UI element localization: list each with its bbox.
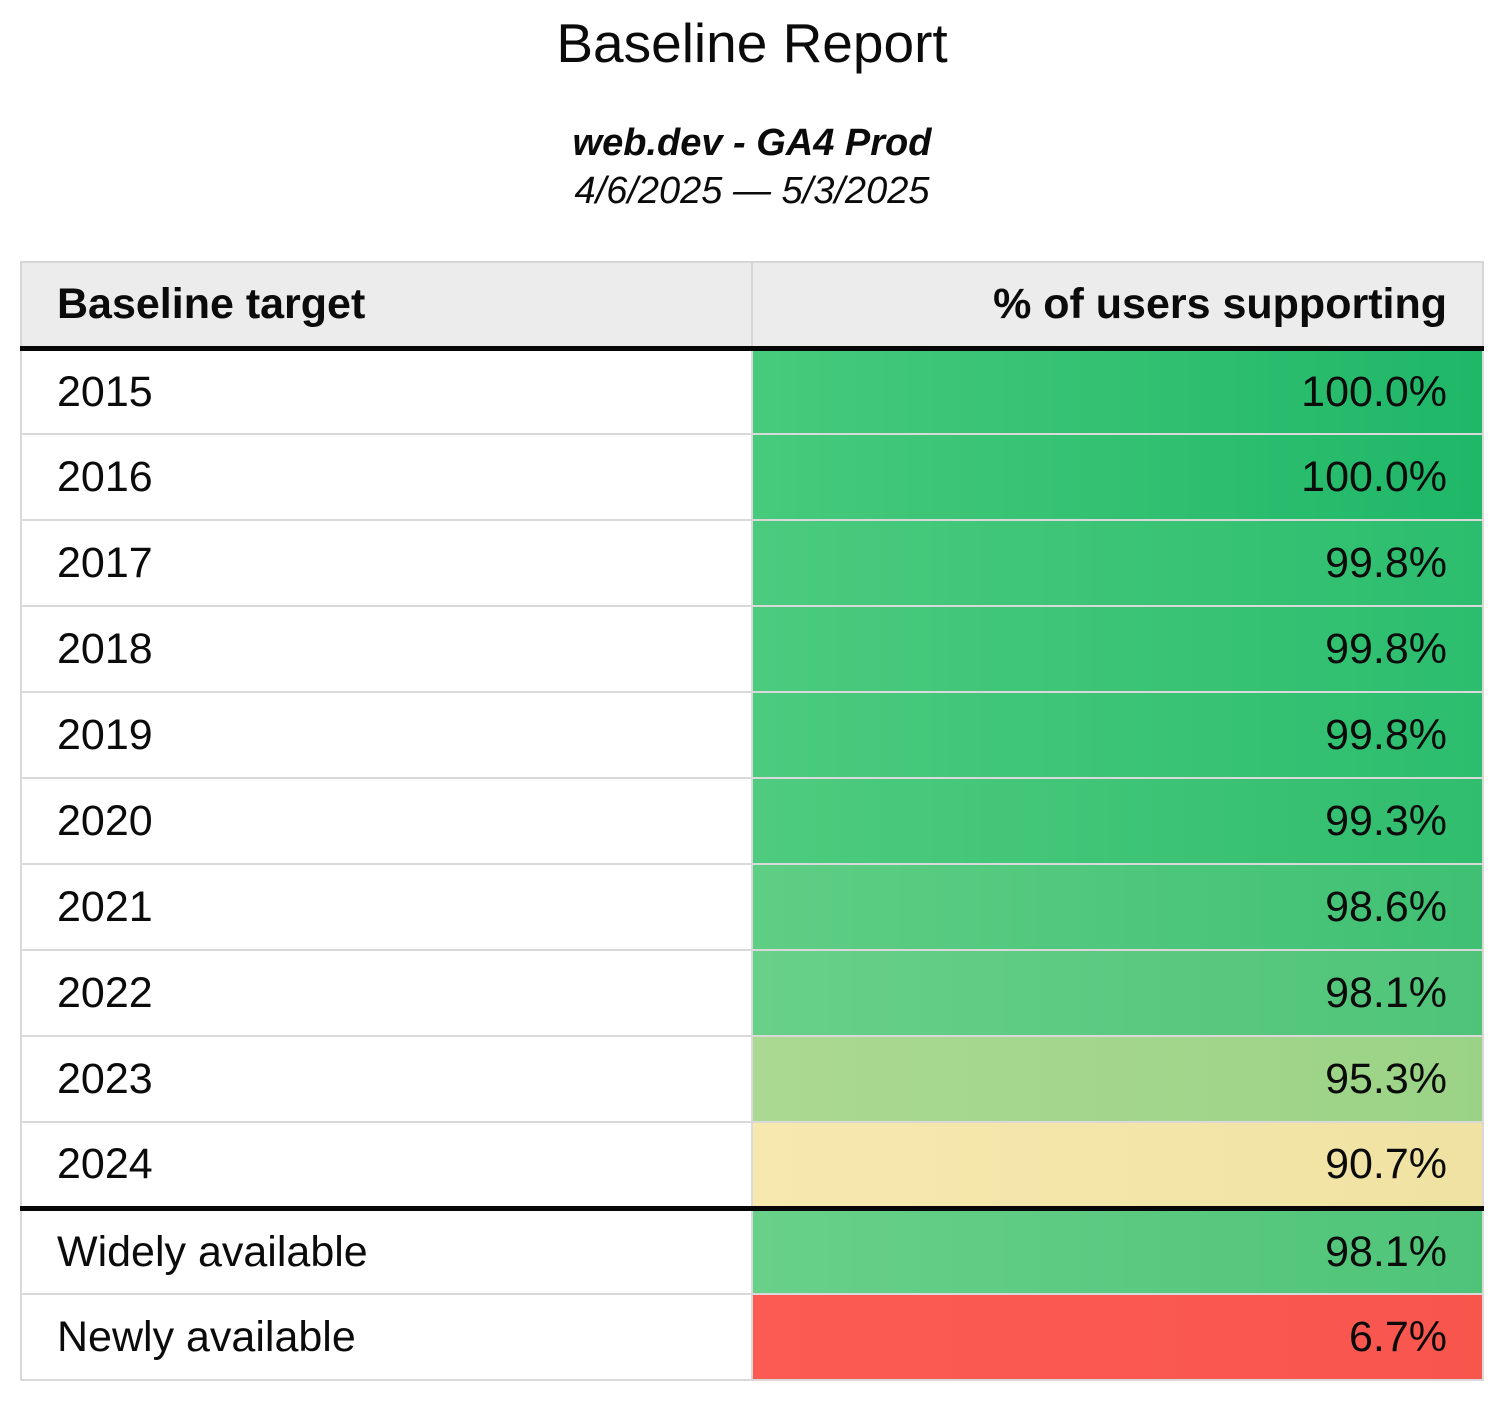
table-row-2019: 2019 99.8% (20, 691, 1484, 780)
row-value-cell: 95.3% (751, 1035, 1484, 1124)
row-value-cell: 90.7% (751, 1121, 1484, 1210)
table-row-widely-available: Widely available 98.1% (20, 1205, 1484, 1296)
table-row-2017: 2017 99.8% (20, 519, 1484, 608)
table-row-2024: 2024 90.7% (20, 1121, 1484, 1210)
table-body: 2015 100.0% 2016 100.0% 2017 99.8% 2018 … (20, 347, 1484, 1382)
table-row-newly-available: Newly available 6.7% (20, 1293, 1484, 1382)
table-row-2023: 2023 95.3% (20, 1035, 1484, 1124)
row-label: 2017 (20, 519, 753, 608)
row-value-cell: 99.8% (751, 605, 1484, 694)
row-value-cell: 100.0% (751, 433, 1484, 522)
report-date-range: 4/6/2025 — 5/3/2025 (574, 169, 930, 212)
row-value-cell: 98.6% (751, 863, 1484, 952)
row-value-cell: 98.1% (751, 949, 1484, 1038)
row-label: Widely available (20, 1205, 753, 1296)
table-row-2016: 2016 100.0% (20, 433, 1484, 522)
row-label: 2015 (20, 347, 753, 436)
baseline-table: Baseline target % of users supporting 20… (20, 261, 1484, 1382)
row-label: 2024 (20, 1121, 753, 1210)
table-header: Baseline target % of users supporting (20, 261, 1484, 351)
row-value-cell: 99.8% (751, 519, 1484, 608)
row-value-cell: 6.7% (751, 1293, 1484, 1382)
row-label: 2021 (20, 863, 753, 952)
table-header-row: Baseline target % of users supporting (20, 261, 1484, 351)
table-row-2022: 2022 98.1% (20, 949, 1484, 1038)
column-header-percent-users: % of users supporting (751, 261, 1484, 351)
row-label: 2016 (20, 433, 753, 522)
row-label: 2018 (20, 605, 753, 694)
column-header-baseline-target: Baseline target (20, 261, 753, 351)
table-row-2020: 2020 99.3% (20, 777, 1484, 866)
table-row-2021: 2021 98.6% (20, 863, 1484, 952)
row-value-cell: 99.3% (751, 777, 1484, 866)
page-title: Baseline Report (556, 12, 948, 74)
row-label: 2020 (20, 777, 753, 866)
row-value-cell: 100.0% (751, 347, 1484, 436)
table-row-2018: 2018 99.8% (20, 605, 1484, 694)
row-label: Newly available (20, 1293, 753, 1382)
row-value-cell: 99.8% (751, 691, 1484, 780)
row-label: 2022 (20, 949, 753, 1038)
row-label: 2019 (20, 691, 753, 780)
table-row-2015: 2015 100.0% (20, 347, 1484, 436)
report-subtitle: web.dev - GA4 Prod (572, 122, 932, 165)
row-value-cell: 98.1% (751, 1205, 1484, 1296)
row-label: 2023 (20, 1035, 753, 1124)
